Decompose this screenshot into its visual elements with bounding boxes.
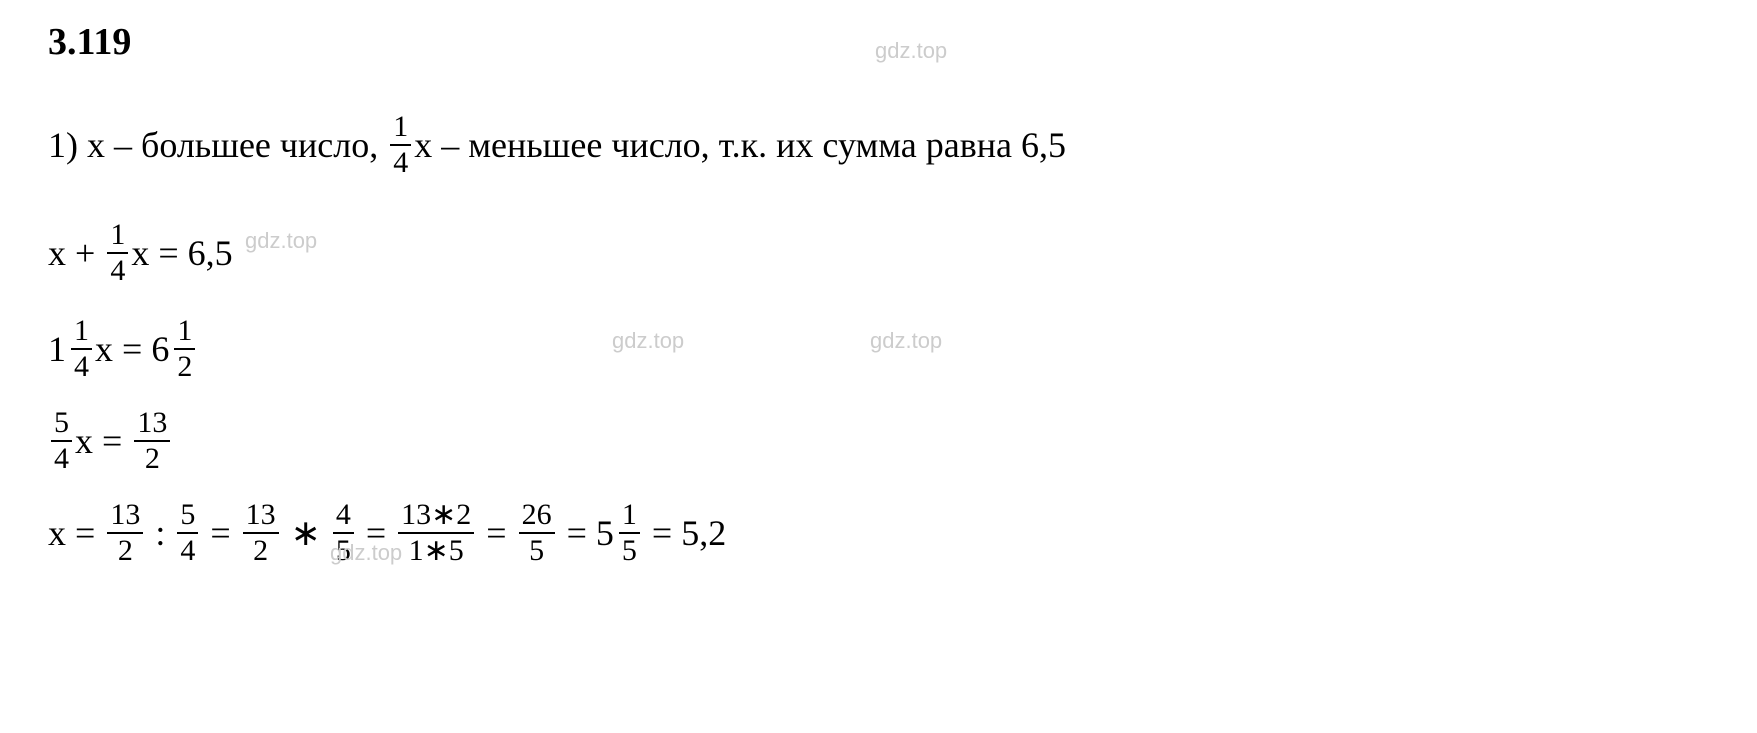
fraction-part: 1 2	[174, 316, 195, 382]
plus-sign: +	[66, 232, 104, 274]
line-4: 5 4 x = 13 2	[48, 402, 1708, 480]
divide-sign: :	[146, 512, 174, 554]
var-x: x	[414, 124, 432, 166]
numerator: 5	[177, 500, 198, 534]
value: 6,5	[188, 232, 233, 274]
problem-number: 3.119	[48, 20, 1708, 64]
numerator: 4	[333, 500, 354, 534]
equals-sign: =	[477, 512, 515, 554]
equals-sign: =	[93, 420, 131, 462]
equals-sign: =	[558, 512, 596, 554]
mixed-6-1-2: 6 1 2	[151, 316, 198, 382]
denominator: 2	[115, 534, 136, 566]
equals-sign: =	[643, 512, 681, 554]
numerator: 1	[71, 316, 92, 350]
mixed-5-1-5: 5 1 5	[596, 500, 643, 566]
var-x: x	[87, 124, 105, 166]
fraction-1-4: 1 4	[107, 220, 128, 286]
dash: –	[432, 124, 468, 166]
text-bigger: большее число,	[141, 124, 387, 166]
denominator: 2	[174, 350, 195, 382]
var-x: x	[75, 420, 93, 462]
numerator: 1	[107, 220, 128, 254]
fraction-part: 1 5	[619, 500, 640, 566]
equals-sign: =	[113, 328, 151, 370]
denominator: 4	[107, 254, 128, 286]
fraction-13-2: 13 2	[107, 500, 143, 566]
fraction-13-2b: 13 2	[243, 500, 279, 566]
equals-sign: =	[201, 512, 239, 554]
fraction-13x2-1x5: 13∗2 1∗5	[398, 500, 474, 566]
denominator: 1∗5	[406, 534, 467, 566]
numerator: 13∗2	[398, 500, 474, 534]
denominator: 4	[390, 146, 411, 178]
fraction-1-4: 1 4	[390, 112, 411, 178]
line-2: x + 1 4 x = 6,5	[48, 214, 1708, 292]
fraction-part: 1 4	[71, 316, 92, 382]
denominator: 4	[71, 350, 92, 382]
whole-part: 5	[596, 512, 614, 554]
denominator: 5	[526, 534, 547, 566]
fraction-13-2: 13 2	[134, 408, 170, 474]
numerator: 26	[519, 500, 555, 534]
fraction-5-4: 5 4	[177, 500, 198, 566]
fraction-5-4: 5 4	[51, 408, 72, 474]
denominator: 4	[51, 442, 72, 474]
item-marker: 1)	[48, 124, 87, 166]
numerator: 1	[390, 112, 411, 146]
fraction-26-5: 26 5	[519, 500, 555, 566]
numerator: 1	[174, 316, 195, 350]
equals-sign: =	[357, 512, 395, 554]
numerator: 5	[51, 408, 72, 442]
numerator: 1	[619, 500, 640, 534]
denominator: 2	[142, 442, 163, 474]
denominator: 5	[333, 534, 354, 566]
text-smaller: меньшее число, т.к. их сумма равна 6,5	[468, 124, 1066, 166]
line-5: x = 13 2 : 5 4 = 13 2 ∗ 4 5 = 13∗2 1∗5 =…	[48, 494, 1708, 572]
line-1: 1) x – большее число, 1 4 x – меньшее чи…	[48, 106, 1708, 184]
mixed-1-1-4: 1 1 4	[48, 316, 95, 382]
numerator: 13	[243, 500, 279, 534]
multiply-sign: ∗	[282, 512, 330, 554]
var-x: x	[95, 328, 113, 370]
dash: –	[105, 124, 141, 166]
numerator: 13	[107, 500, 143, 534]
denominator: 2	[250, 534, 271, 566]
fraction-4-5: 4 5	[333, 500, 354, 566]
denominator: 4	[177, 534, 198, 566]
equals-sign: =	[66, 512, 104, 554]
equals-sign: =	[149, 232, 187, 274]
line-3: 1 1 4 x = 6 1 2	[48, 310, 1708, 388]
whole-part: 6	[151, 328, 169, 370]
whole-part: 1	[48, 328, 66, 370]
var-x: x	[48, 232, 66, 274]
value: 5,2	[681, 512, 726, 554]
var-x: x	[131, 232, 149, 274]
numerator: 13	[134, 408, 170, 442]
var-x: x	[48, 512, 66, 554]
denominator: 5	[619, 534, 640, 566]
